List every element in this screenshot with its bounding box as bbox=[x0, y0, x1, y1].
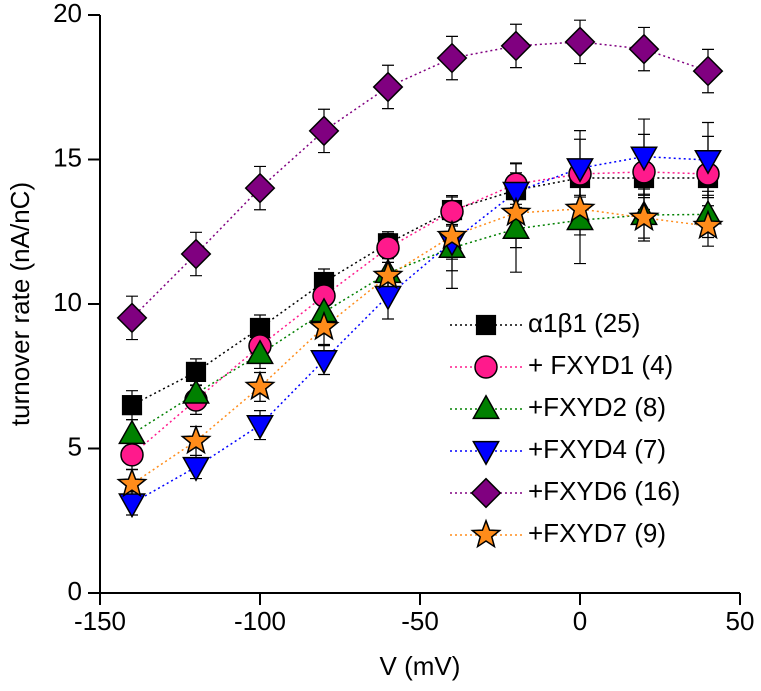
y-axis-label: turnover rate (nA/nC) bbox=[5, 182, 35, 426]
x-axis-label: V (mV) bbox=[380, 651, 461, 681]
data-point bbox=[116, 302, 148, 334]
series-line bbox=[131, 155, 709, 505]
data-point bbox=[564, 26, 596, 58]
data-point bbox=[118, 419, 146, 445]
data-point bbox=[120, 443, 144, 467]
y-tick-label: 5 bbox=[68, 431, 82, 461]
data-point bbox=[121, 395, 143, 416]
legend-label: α1β1 (25) bbox=[528, 308, 640, 338]
data-point bbox=[118, 493, 146, 519]
data-point bbox=[244, 370, 276, 401]
data-point bbox=[310, 349, 338, 375]
data-point bbox=[440, 199, 464, 224]
data-point bbox=[182, 378, 210, 404]
data-point bbox=[374, 285, 402, 311]
legend-label: +FXYD4 (7) bbox=[528, 434, 666, 464]
x-tick-label: 50 bbox=[726, 606, 755, 636]
data-point bbox=[694, 149, 722, 175]
data-point bbox=[180, 238, 212, 270]
data-point bbox=[628, 201, 660, 232]
data-point bbox=[182, 456, 210, 482]
legend-marker bbox=[472, 440, 500, 466]
data-point bbox=[500, 30, 532, 62]
data-point bbox=[376, 236, 400, 260]
legend-label: +FXYD2 (8) bbox=[528, 392, 666, 422]
data-point bbox=[502, 214, 530, 239]
legend-marker bbox=[470, 477, 502, 509]
series-line bbox=[131, 171, 709, 456]
data-point bbox=[692, 209, 724, 240]
y-tick-label: 15 bbox=[53, 142, 82, 172]
legend-marker bbox=[475, 314, 497, 336]
legend-label: +FXYD7 (9) bbox=[528, 518, 666, 548]
data-point bbox=[566, 158, 594, 183]
series-line bbox=[131, 213, 709, 435]
data-point bbox=[308, 310, 340, 341]
data-point bbox=[436, 42, 468, 74]
series-line bbox=[131, 41, 709, 319]
x-tick-label: -50 bbox=[401, 606, 439, 636]
data-point bbox=[244, 172, 276, 204]
data-point bbox=[692, 55, 724, 87]
legend-marker bbox=[470, 518, 502, 549]
y-tick-label: 0 bbox=[68, 576, 82, 606]
data-point bbox=[630, 146, 658, 172]
legend-marker bbox=[472, 394, 500, 420]
legend-marker bbox=[474, 355, 498, 379]
x-tick-label: -100 bbox=[234, 606, 286, 636]
legend-label: +FXYD6 (16) bbox=[528, 476, 680, 506]
data-point bbox=[185, 361, 207, 383]
x-tick-label: -150 bbox=[74, 606, 126, 636]
data-point bbox=[372, 259, 404, 290]
data-point bbox=[436, 219, 468, 250]
data-point bbox=[308, 115, 340, 147]
data-point bbox=[246, 339, 274, 365]
data-point bbox=[116, 467, 148, 498]
data-point bbox=[500, 196, 532, 227]
x-tick-label: 0 bbox=[573, 606, 587, 636]
data-point bbox=[246, 414, 274, 440]
y-tick-label: 20 bbox=[53, 0, 82, 28]
legend-label: + FXYD1 (4) bbox=[528, 350, 673, 380]
series-line bbox=[131, 208, 709, 485]
data-point bbox=[372, 71, 404, 103]
data-point bbox=[180, 424, 212, 455]
series-line bbox=[131, 177, 708, 406]
y-tick-label: 10 bbox=[53, 287, 82, 317]
data-point bbox=[628, 33, 660, 65]
data-point bbox=[564, 192, 596, 223]
data-point bbox=[502, 181, 530, 207]
